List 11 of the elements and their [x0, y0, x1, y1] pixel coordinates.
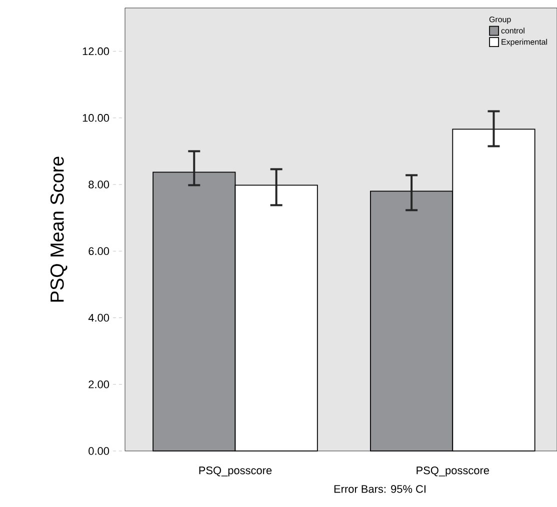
y-tick-label: 10.00	[82, 114, 110, 122]
y-tick-label: 8.00	[88, 180, 110, 188]
y-tick-label: 12.00	[82, 47, 110, 56]
text: Error Bars: 95% CI	[334, 485, 426, 493]
x-tick-label: PSQ_posscore	[199, 466, 272, 476]
y-tick-label: 4.00	[88, 314, 110, 322]
x-tick-label: PSQ_posscore	[416, 466, 490, 476]
y-tick-label: 2.00	[88, 380, 110, 388]
y-axis-title: PSQ Mean Score	[50, 156, 68, 302]
y-tick-label: 0.00	[88, 447, 110, 455]
y-tick-label: 6.00	[88, 247, 110, 256]
